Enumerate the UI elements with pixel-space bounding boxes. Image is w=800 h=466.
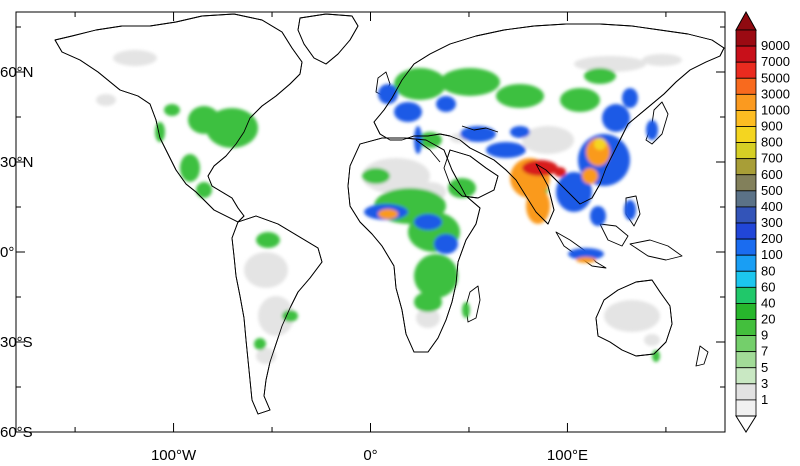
x-tick-label: 100°W xyxy=(151,447,197,464)
colorbar-swatch xyxy=(735,238,757,256)
colorbar-level-label: 40 xyxy=(761,295,775,310)
colorbar-level-label: 7 xyxy=(761,344,768,359)
x-axis-labels: 100°W 0° 100°E xyxy=(151,447,588,464)
colorbar-level-label: 20 xyxy=(761,312,775,327)
x-tick-label: 100°E xyxy=(547,447,588,464)
colorbar-swatch xyxy=(735,335,757,353)
colorbar-level-label: 700 xyxy=(761,151,783,166)
new-zealand xyxy=(695,345,709,367)
y-axis-labels: 60°N 30°N 0° 30°S 60°S xyxy=(0,64,34,441)
colorbar-level-label: 5 xyxy=(761,360,768,375)
world-map xyxy=(16,12,725,432)
colorbar-swatch xyxy=(735,206,757,224)
colorbar-level-label: 300 xyxy=(761,215,783,230)
y-tick-label: 60°S xyxy=(0,424,33,441)
colorbar-arrow-top xyxy=(735,10,757,31)
colorbar-arrow-bottom xyxy=(735,415,757,433)
colorbar-level-label: 9000 xyxy=(761,38,790,53)
colorbar-level-label: 100 xyxy=(761,247,783,262)
colorbar-swatch xyxy=(735,383,757,401)
colorbar-swatch xyxy=(735,158,757,176)
colorbar-level-label: 60 xyxy=(761,279,775,294)
y-tick-label: 30°N xyxy=(0,154,34,171)
coastlines-overlay xyxy=(54,13,725,415)
colorbar-level-label: 1 xyxy=(761,392,768,407)
colorbar-swatch xyxy=(735,142,757,160)
colorbar-swatch xyxy=(735,222,757,240)
colorbar-swatch xyxy=(735,126,757,143)
x-tick-label: 0° xyxy=(363,447,377,464)
colorbar-level-label: 5000 xyxy=(761,70,790,85)
colorbar-level-label: 7000 xyxy=(761,54,790,69)
southeast-asia-islands xyxy=(555,195,683,269)
colorbar-swatch xyxy=(735,110,757,127)
colorbar-level-label: 9 xyxy=(761,328,768,343)
colorbar-swatch xyxy=(735,351,757,369)
colorbar-level-label: 1000 xyxy=(761,102,790,117)
colorbar-level-label: 400 xyxy=(761,199,783,214)
colorbar-swatch xyxy=(735,61,757,79)
colorbar-level-label: 3000 xyxy=(761,86,790,101)
colorbar-level-label: 800 xyxy=(761,135,783,150)
axis-ticks xyxy=(16,12,725,433)
colorbar-swatch xyxy=(735,319,757,336)
colorbar-swatch xyxy=(735,77,757,95)
density-field xyxy=(96,50,682,364)
density-orange xyxy=(378,138,610,263)
colorbar-level-label: 900 xyxy=(761,119,783,134)
colorbar-level-label: 500 xyxy=(761,183,783,198)
y-tick-label: 60°N xyxy=(0,64,34,81)
colorbar-boxes xyxy=(735,29,757,417)
colorbar-level-label: 600 xyxy=(761,167,783,182)
colorbar-swatch xyxy=(735,399,757,417)
colorbar-level-label: 200 xyxy=(761,231,783,246)
colorbar-swatch xyxy=(735,303,757,320)
y-tick-label: 30°S xyxy=(0,334,33,351)
density-yellow xyxy=(594,138,606,150)
colorbar-swatch xyxy=(735,174,757,192)
colorbar-level-label: 3 xyxy=(761,376,768,391)
colorbar-swatch xyxy=(735,286,757,304)
density-low-grey xyxy=(96,50,682,364)
colorbar-swatch xyxy=(735,254,757,272)
colorbar-level-label: 80 xyxy=(761,263,775,278)
colorbar-swatch xyxy=(735,270,757,288)
y-tick-label: 0° xyxy=(0,244,14,261)
colorbar-swatch xyxy=(735,29,757,47)
colorbar-swatch xyxy=(735,45,757,63)
colorbar-swatch xyxy=(735,367,757,385)
density-red xyxy=(522,160,566,177)
colorbar-swatch xyxy=(735,93,757,111)
colorbar-swatch xyxy=(735,190,757,208)
